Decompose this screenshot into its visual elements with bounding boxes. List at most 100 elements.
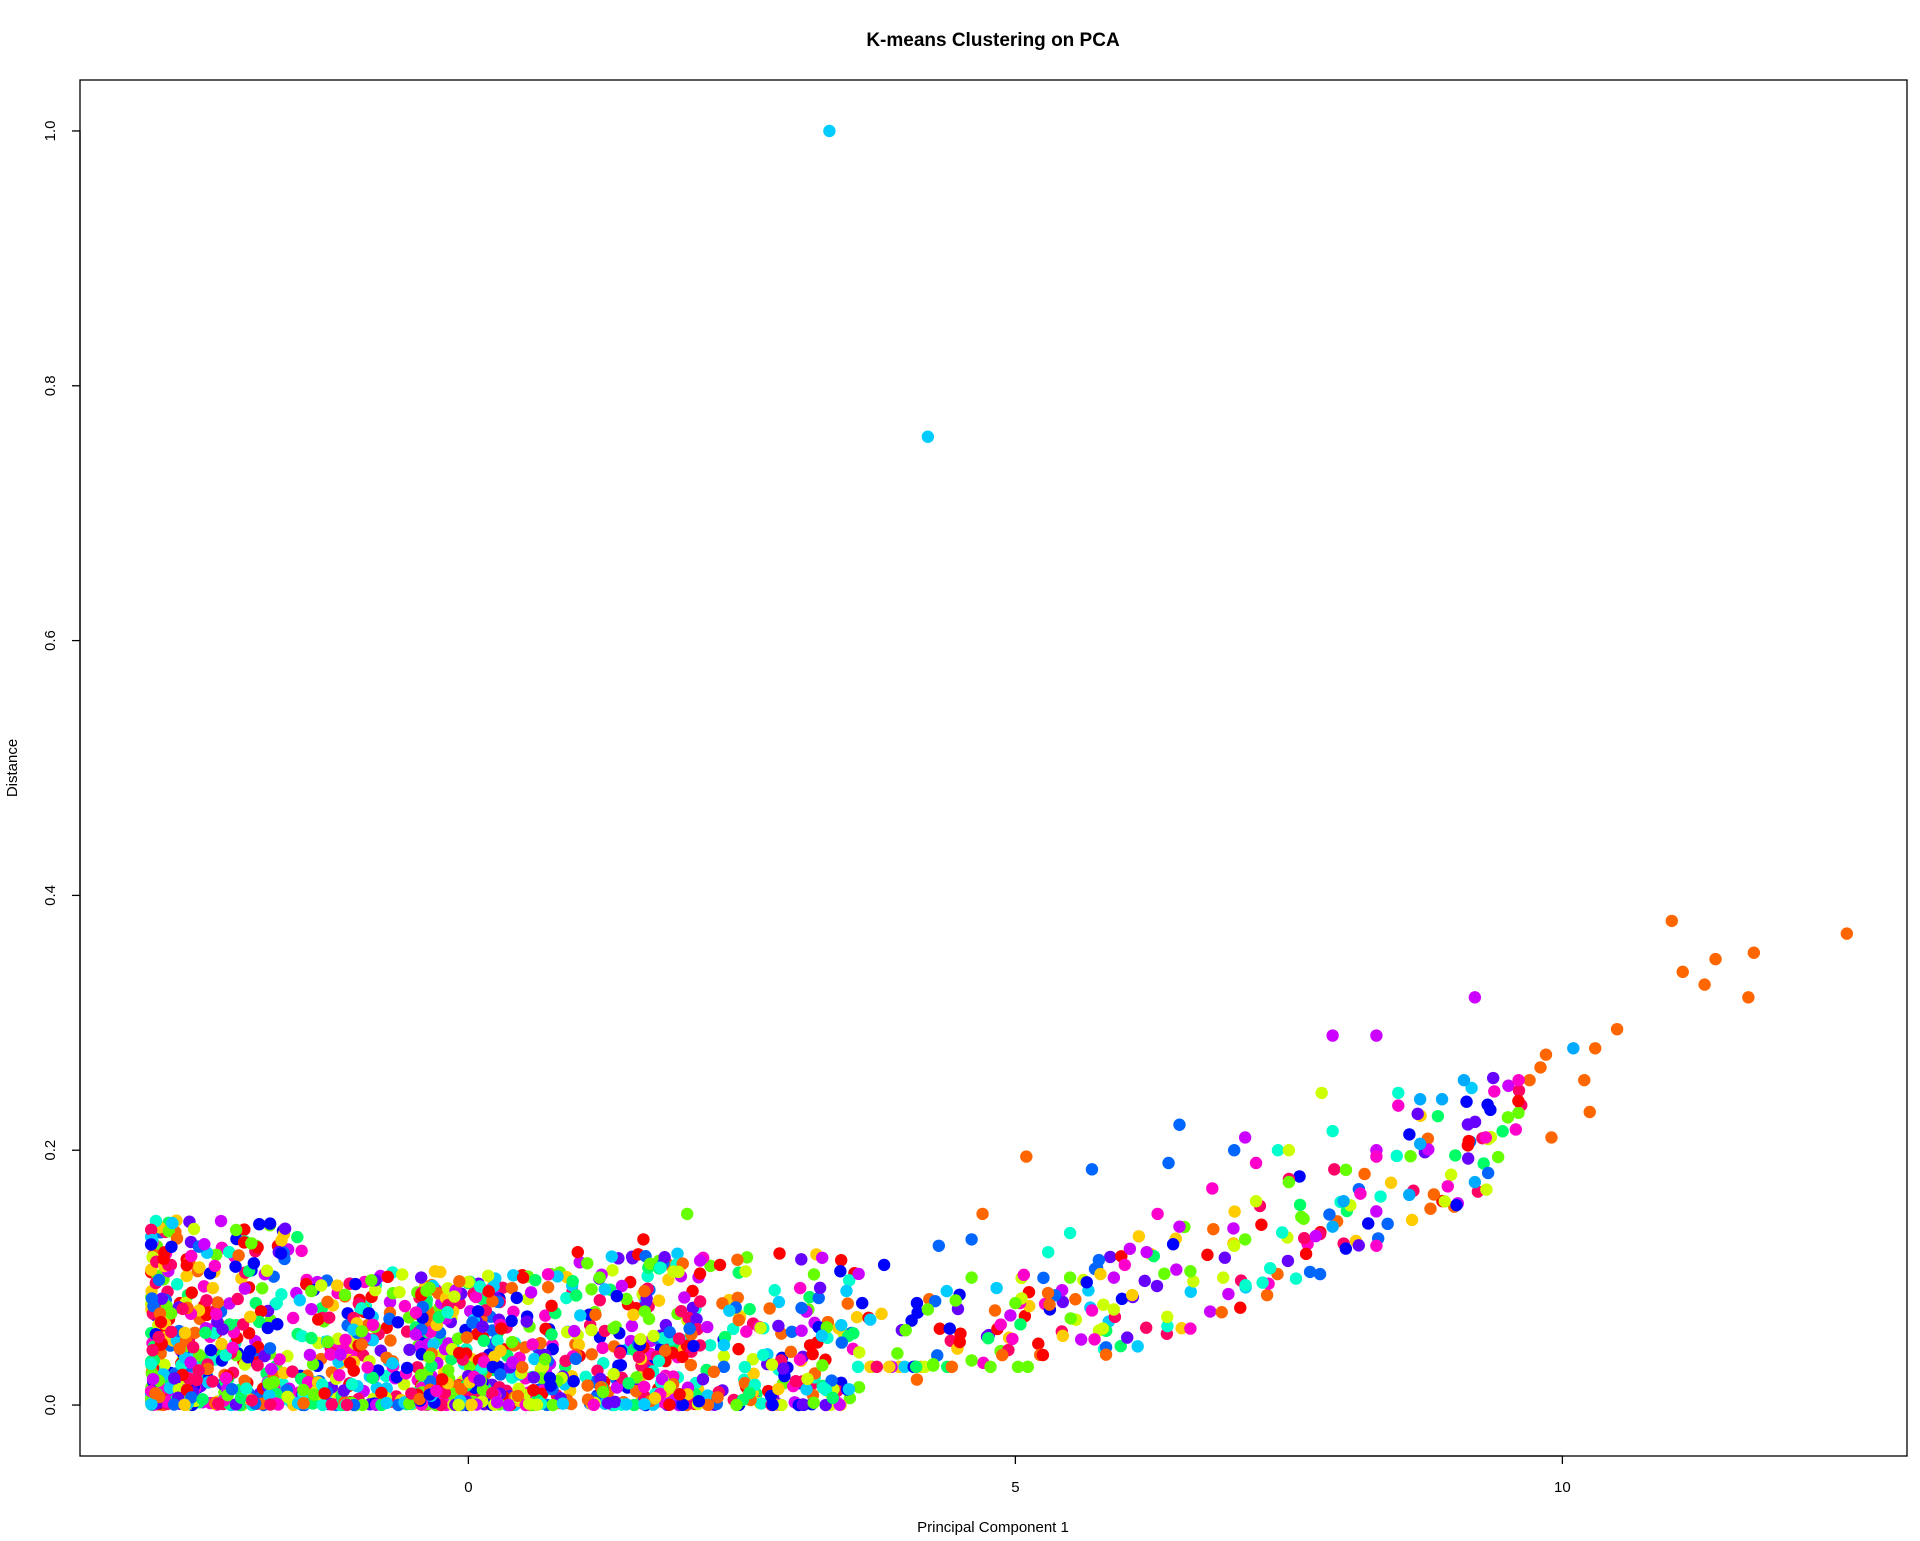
data-point (506, 1356, 519, 1369)
data-point (1118, 1258, 1131, 1272)
data-point (581, 1379, 594, 1392)
data-point (1080, 1276, 1093, 1289)
data-point (340, 1398, 354, 1412)
data-point (1222, 1287, 1235, 1301)
data-point (1309, 1229, 1322, 1243)
data-point (510, 1291, 523, 1305)
data-point (1114, 1339, 1127, 1353)
data-point (910, 1373, 924, 1386)
data-point (482, 1285, 495, 1298)
data-point (165, 1240, 178, 1253)
data-point (1444, 1168, 1458, 1181)
data-point (1405, 1213, 1419, 1227)
data-point (465, 1398, 478, 1411)
data-point (400, 1361, 414, 1375)
data-point (813, 1281, 827, 1295)
data-point (264, 1398, 277, 1411)
data-point (1486, 1071, 1500, 1085)
data-point (605, 1250, 618, 1263)
data-point (1014, 1318, 1027, 1331)
data-point (414, 1368, 428, 1382)
data-point (620, 1398, 633, 1411)
data-point (803, 1290, 816, 1304)
data-point (1339, 1242, 1353, 1255)
data-point (486, 1294, 499, 1308)
data-point (507, 1269, 520, 1282)
data-point (1337, 1194, 1350, 1208)
data-point (366, 1318, 380, 1331)
data-point (1298, 1232, 1311, 1245)
data-point (842, 1274, 856, 1287)
data-point (877, 1258, 891, 1272)
data-point (551, 1270, 564, 1283)
data-point (305, 1331, 318, 1345)
data-point (1255, 1218, 1268, 1231)
data-point (144, 1238, 158, 1251)
data-point (434, 1265, 447, 1279)
data-point (274, 1247, 288, 1260)
data-point (1339, 1163, 1353, 1177)
data-point (1477, 1157, 1490, 1170)
data-point (1166, 1238, 1180, 1251)
data-point (1326, 1220, 1339, 1233)
data-point (1384, 1176, 1398, 1189)
data-point (743, 1386, 756, 1400)
y-tick-label: 0.8 (42, 375, 59, 396)
data-point (321, 1295, 334, 1309)
data-point (850, 1310, 864, 1324)
data-point (1271, 1144, 1285, 1157)
data-point (149, 1387, 162, 1400)
data-point (158, 1358, 171, 1372)
data-point (723, 1304, 736, 1317)
data-point (654, 1261, 667, 1274)
data-point (343, 1356, 357, 1370)
data-point (614, 1358, 628, 1372)
data-point (1151, 1207, 1164, 1221)
data-point (927, 1359, 940, 1372)
data-point (1370, 1205, 1383, 1218)
data-point (442, 1363, 455, 1377)
data-point (393, 1286, 406, 1299)
data-point (841, 1297, 854, 1310)
data-point (165, 1325, 178, 1339)
data-point (713, 1258, 727, 1272)
data-point (801, 1372, 814, 1386)
data-point (632, 1350, 646, 1364)
data-point (420, 1284, 433, 1297)
data-point (672, 1265, 685, 1279)
data-point (263, 1342, 277, 1355)
data-point (693, 1254, 707, 1267)
data-point (190, 1373, 203, 1387)
data-point (502, 1398, 515, 1412)
data-point (1512, 1106, 1525, 1120)
data-point (253, 1218, 266, 1231)
data-point (541, 1281, 555, 1294)
data-point (505, 1335, 519, 1349)
data-point (773, 1247, 786, 1260)
data-point (585, 1283, 598, 1296)
data-point (766, 1398, 779, 1411)
data-point (1275, 1226, 1289, 1239)
data-point (1370, 1029, 1383, 1042)
data-point (596, 1385, 610, 1399)
y-tick-label: 0.6 (42, 630, 59, 651)
data-point (585, 1323, 598, 1337)
data-point (775, 1398, 788, 1412)
data-point (152, 1273, 166, 1287)
data-point (241, 1351, 255, 1364)
data-point (486, 1387, 499, 1400)
data-point (663, 1326, 676, 1339)
data-point (545, 1328, 558, 1341)
data-point (823, 124, 836, 138)
data-point (187, 1222, 201, 1236)
data-point (717, 1338, 731, 1352)
data-point (1088, 1333, 1101, 1346)
data-point (988, 1304, 1002, 1317)
data-point (1227, 1222, 1240, 1235)
data-point (295, 1244, 308, 1258)
data-point (1460, 1095, 1473, 1108)
data-point (398, 1299, 412, 1313)
data-point (507, 1305, 520, 1318)
data-point (1747, 946, 1761, 959)
data-point (608, 1395, 622, 1409)
